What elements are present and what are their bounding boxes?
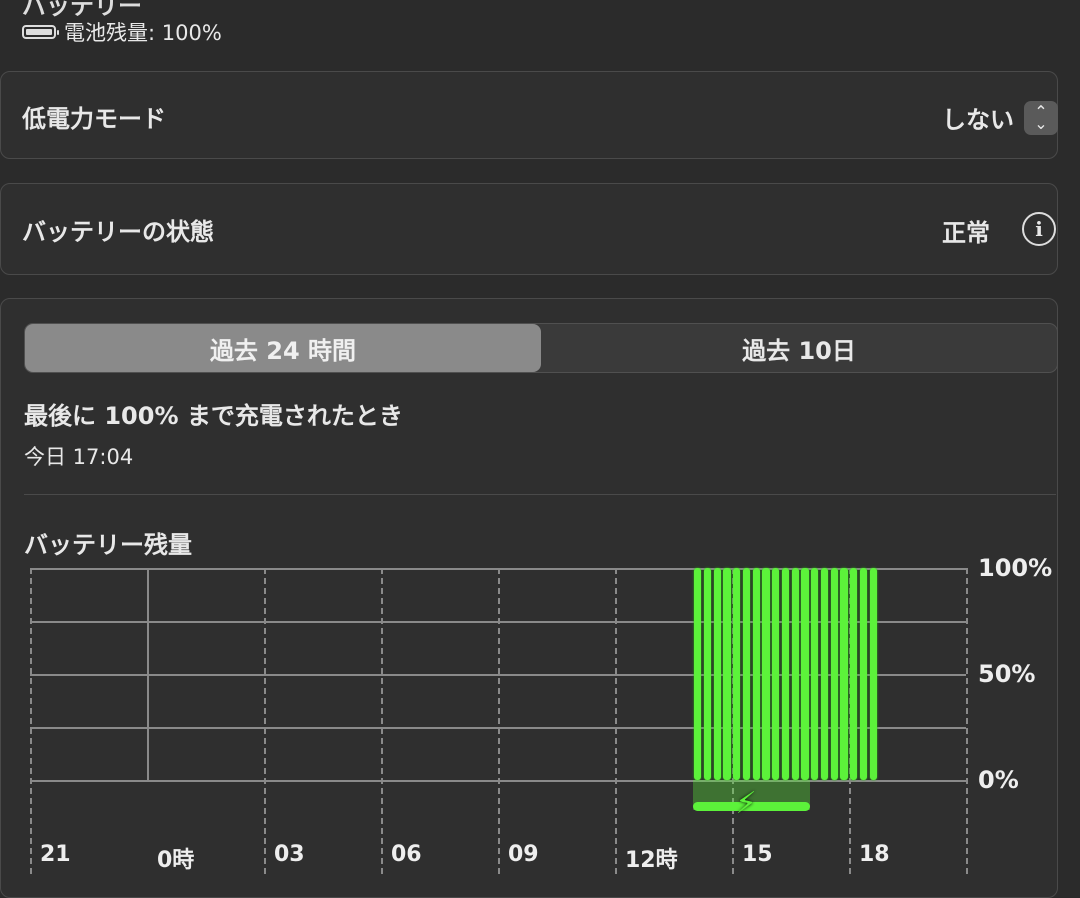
battery-bar: [791, 568, 799, 780]
battery-health-row: [0, 183, 1058, 275]
gridline-vertical: [30, 568, 32, 874]
charging-indicator-line: [693, 802, 810, 811]
battery-level-chart: 21 0時 03 06 09 12時 15 18 100% 50% 0% ⚡: [30, 554, 1053, 874]
usage-history-card: [0, 298, 1058, 898]
battery-bar: [713, 568, 721, 780]
battery-bar: [742, 568, 750, 780]
x-tick-label: 15: [742, 842, 773, 867]
x-tick-label: 21: [40, 842, 71, 867]
battery-bar: [850, 568, 858, 780]
battery-bar: [733, 568, 741, 780]
x-tick-label: 03: [274, 842, 305, 867]
tab-last-24-hours[interactable]: 過去 24 時間: [25, 324, 541, 372]
battery-bar: [859, 568, 867, 780]
battery-bar: [694, 568, 702, 780]
battery-bar: [811, 568, 819, 780]
charging-bolt-icon: ⚡: [735, 786, 757, 821]
x-tick-label: 0時: [157, 848, 195, 873]
low-power-mode-value: しない: [942, 106, 1014, 134]
chart-title: バッテリー残量: [24, 531, 192, 559]
x-tick-label: 06: [391, 842, 422, 867]
battery-bar: [772, 568, 780, 780]
y-tick-label: 100%: [978, 554, 1053, 582]
y-tick-label: 50%: [978, 660, 1036, 688]
gridline-vertical: [381, 568, 383, 874]
battery-bar: [752, 568, 760, 780]
last-charged-time: 今日 17:04: [24, 445, 134, 469]
up-down-stepper-icon: ⌃ ⌄: [1024, 100, 1058, 135]
low-power-mode-row: [0, 71, 1058, 159]
low-power-mode-select[interactable]: しない ⌃ ⌄: [942, 100, 1058, 135]
battery-bar: [830, 568, 838, 780]
battery-level-text: 電池残量: 100%: [64, 21, 222, 45]
gridline-vertical: [966, 568, 968, 874]
gridline-vertical: [264, 568, 266, 874]
battery-bar: [781, 568, 789, 780]
tab-last-10-days[interactable]: 過去 10日: [742, 336, 856, 365]
gridline-vertical: [498, 568, 500, 874]
x-tick-label: 18: [859, 842, 890, 867]
battery-bar: [820, 568, 828, 780]
battery-bar: [723, 568, 731, 780]
battery-bar: [703, 568, 711, 780]
x-tick-label: 09: [508, 842, 539, 867]
battery-bar: [869, 568, 877, 780]
low-power-mode-label: 低電力モード: [22, 105, 166, 133]
battery-level: 電池残量: 100%: [22, 17, 222, 47]
gridline-vertical: [615, 568, 617, 874]
last-charged-title: 最後に 100% まで充電されたとき: [24, 402, 403, 430]
y-tick-label: 0%: [978, 766, 1019, 794]
time-range-tabs: 過去 24 時間 過去 10日: [24, 323, 1058, 373]
battery-health-label: バッテリーの状態: [22, 218, 214, 246]
battery-bar: [762, 568, 770, 780]
section-title: バッテリー: [22, 0, 142, 20]
info-icon[interactable]: i: [1022, 212, 1056, 246]
battery-bar: [840, 568, 848, 780]
gridline-vertical: [147, 568, 149, 780]
battery-health-value: 正常: [942, 219, 990, 247]
x-tick-label: 12時: [625, 848, 678, 873]
divider: [24, 494, 1056, 495]
battery-bar: [801, 568, 809, 780]
battery-full-icon: [22, 25, 59, 39]
